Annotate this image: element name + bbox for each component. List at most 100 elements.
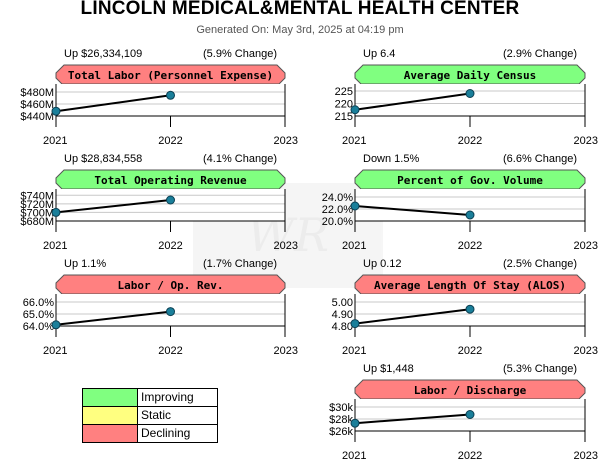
chart-panel-0: Up $26,334,109 (5.9% Change) Total Labor (… (20, 48, 298, 147)
change-amount: Up 1.1% (64, 258, 106, 270)
y-tick-label: $720M (20, 199, 54, 211)
change-amount: Up 0.12 (363, 258, 402, 270)
data-point (51, 106, 61, 116)
chart-panel-5: Up 0.12 (2.5% Change) Average Length Of St… (332, 258, 598, 357)
x-tick-label: 2021 (342, 135, 366, 147)
data-point (350, 319, 360, 329)
y-tick-label: $740M (20, 190, 54, 202)
y-tick-label: $460M (20, 99, 54, 111)
series-line (354, 413, 471, 425)
legend-item-improving: Improving (83, 389, 217, 407)
change-percent: (1.7% Change) (203, 258, 277, 270)
legend-label-improving: Improving (141, 390, 194, 404)
change-percent: (5.9% Change) (203, 48, 277, 60)
chart-panel-3: Down 1.5% (6.6% Change) Percent of Gov. Vo… (322, 153, 598, 252)
series-line (55, 199, 171, 214)
y-tick-label: 4.80 (332, 321, 353, 333)
chart-title: Average Daily Census (404, 69, 536, 82)
x-tick-label: 2022 (458, 135, 482, 147)
data-point (465, 304, 475, 314)
legend-swatch-static (83, 407, 138, 424)
legend-label-static: Static (141, 408, 172, 422)
x-tick-label: 2021 (43, 240, 67, 252)
series-line (55, 310, 171, 326)
data-point (51, 320, 61, 330)
series-line (354, 92, 471, 111)
x-tick-label: 2022 (158, 135, 182, 147)
y-tick-label: 5.00 (332, 297, 353, 309)
legend-label-declining: Declining (141, 426, 191, 440)
change-amount: Up $26,334,109 (64, 48, 142, 60)
x-tick-label: 2021 (342, 345, 366, 357)
legend: Improving Static Declining (82, 388, 218, 443)
data-point (350, 201, 360, 211)
y-tick-label: $480M (20, 87, 54, 99)
y-tick-label: 66.0% (23, 297, 54, 309)
change-amount: Up 6.4 (363, 48, 395, 60)
data-point (166, 307, 175, 317)
y-tick-label: $28k (329, 414, 353, 426)
x-tick-label: 2023 (574, 240, 598, 252)
chart-title: Total Operating Revenue (94, 174, 247, 187)
chart-title: Total Labor (Personnel Expense) (68, 69, 273, 82)
x-tick-label: 2022 (158, 345, 182, 357)
x-tick-label: 2021 (43, 345, 67, 357)
legend-item-declining: Declining (83, 425, 217, 442)
change-percent: (5.3% Change) (503, 363, 577, 375)
chart-title: Percent of Gov. Volume (397, 174, 543, 187)
x-tick-label: 2022 (158, 240, 182, 252)
change-percent: (2.9% Change) (503, 48, 577, 60)
plot-area (56, 84, 285, 116)
data-point (350, 418, 360, 428)
change-percent: (2.5% Change) (503, 258, 577, 270)
page-title: LINCOLN MEDICAL&MENTAL HEALTH CENTER (80, 0, 520, 19)
x-tick-label: 2021 (43, 135, 67, 147)
data-point (51, 207, 61, 217)
series-line (55, 94, 171, 113)
chart-panel-4: Up 1.1% (1.7% Change) Labor / Op. Rev. 64.0… (23, 258, 298, 357)
x-tick-label: 2023 (274, 240, 298, 252)
change-amount: Up $28,834,558 (64, 153, 142, 165)
change-percent: (4.1% Change) (203, 153, 277, 165)
y-tick-label: $30k (329, 402, 353, 414)
chart-title: Labor / Discharge (414, 384, 527, 397)
page-subtitle: Generated On: May 3rd, 2025 at 04:19 pm (196, 24, 404, 36)
chart-title: Labor / Op. Rev. (118, 279, 224, 292)
legend-item-static: Static (83, 407, 217, 425)
y-tick-label: 64.0% (23, 321, 54, 333)
x-tick-label: 2023 (574, 450, 598, 462)
data-point (166, 195, 175, 205)
chart-panel-2: Up $28,834,558 (4.1% Change) Total Operati… (20, 153, 298, 252)
y-tick-label: 24.0% (322, 192, 353, 204)
series-line (354, 308, 471, 325)
data-point (465, 210, 475, 220)
y-tick-label: 65.0% (23, 309, 54, 321)
x-tick-label: 2023 (574, 135, 598, 147)
y-tick-label: $700M (20, 207, 54, 219)
chart-title: Average Length Of Stay (ALOS) (374, 279, 566, 292)
x-tick-label: 2021 (342, 240, 366, 252)
x-tick-label: 2022 (458, 450, 482, 462)
x-tick-label: 2023 (574, 345, 598, 357)
legend-swatch-declining (83, 425, 138, 442)
x-tick-label: 2023 (274, 135, 298, 147)
plot-area (355, 84, 585, 116)
change-percent: (6.6% Change) (503, 153, 577, 165)
chart-panel-6: Up $1,448 (5.3% Change) Labor / Discharge $… (329, 363, 598, 462)
y-tick-label: 22.0% (322, 204, 353, 216)
series-line (354, 205, 471, 216)
data-point (465, 410, 475, 419)
y-tick-label: 220 (335, 99, 353, 111)
y-tick-label: $440M (20, 111, 54, 123)
x-tick-label: 2023 (274, 345, 298, 357)
y-tick-label: 4.90 (332, 309, 353, 321)
x-tick-label: 2021 (342, 450, 366, 462)
change-amount: Down 1.5% (363, 153, 419, 165)
y-tick-label: $26k (329, 426, 353, 438)
data-point (166, 90, 175, 100)
plot-area (56, 189, 285, 221)
data-point (465, 89, 475, 98)
x-tick-label: 2022 (458, 240, 482, 252)
chart-panel-1: Up 6.4 (2.9% Change) Average Daily Census 2… (335, 48, 598, 147)
